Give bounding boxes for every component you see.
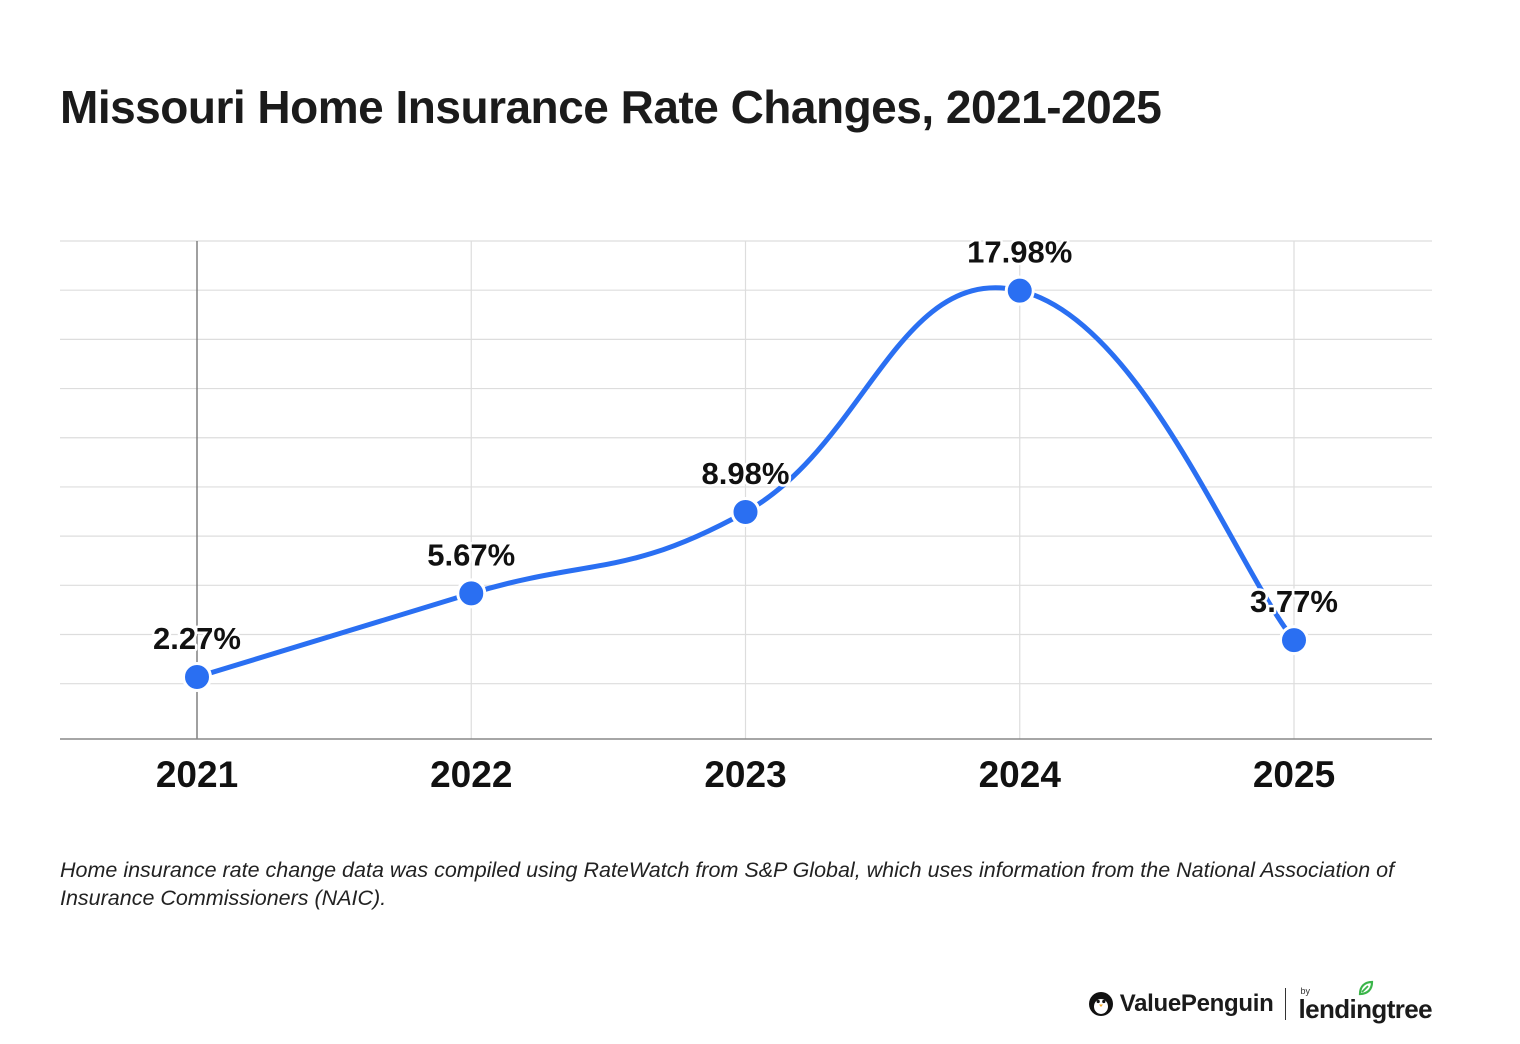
- lendingtree-wordmark: lendingtree: [1298, 994, 1432, 1024]
- data-point-2024: [1004, 275, 1035, 306]
- x-tick-label-2024: 2024: [979, 754, 1062, 795]
- valuepenguin-wordmark: ValuePenguin: [1119, 990, 1274, 1017]
- data-label-2025: 3.77%: [1250, 584, 1338, 619]
- logo-divider: [1285, 988, 1287, 1020]
- data-label-2023: 8.98%: [702, 456, 790, 491]
- data-point-2025: [1279, 625, 1309, 656]
- lendingtree-by: by: [1300, 986, 1310, 996]
- footnote: Home insurance rate change data was comp…: [60, 858, 1395, 910]
- x-tick-label-2023: 2023: [704, 754, 786, 795]
- valuepenguin-logo: ValuePenguin: [1088, 990, 1274, 1018]
- lendingtree-logo: by lendingtree: [1298, 980, 1433, 1024]
- x-tick-label-2025: 2025: [1253, 754, 1335, 795]
- data-label-2022: 5.67%: [427, 537, 515, 572]
- data-label-2021: 2.27%: [153, 621, 241, 656]
- chart-title: Missouri Home Insurance Rate Changes, 20…: [60, 81, 1162, 133]
- data-point-2021: [182, 662, 212, 693]
- series-line: [194, 285, 1297, 680]
- brand-logos: ValuePenguin by lendingtree: [1088, 980, 1433, 1024]
- x-tick-label-2022: 2022: [430, 754, 512, 795]
- data-point-2023: [730, 497, 761, 528]
- x-tick-label-2021: 2021: [156, 754, 238, 795]
- data-point-2022: [456, 578, 487, 609]
- penguin-icon: [1088, 992, 1113, 1016]
- data-label-2024: 17.98%: [967, 235, 1072, 270]
- leaf-icon: [1359, 980, 1374, 996]
